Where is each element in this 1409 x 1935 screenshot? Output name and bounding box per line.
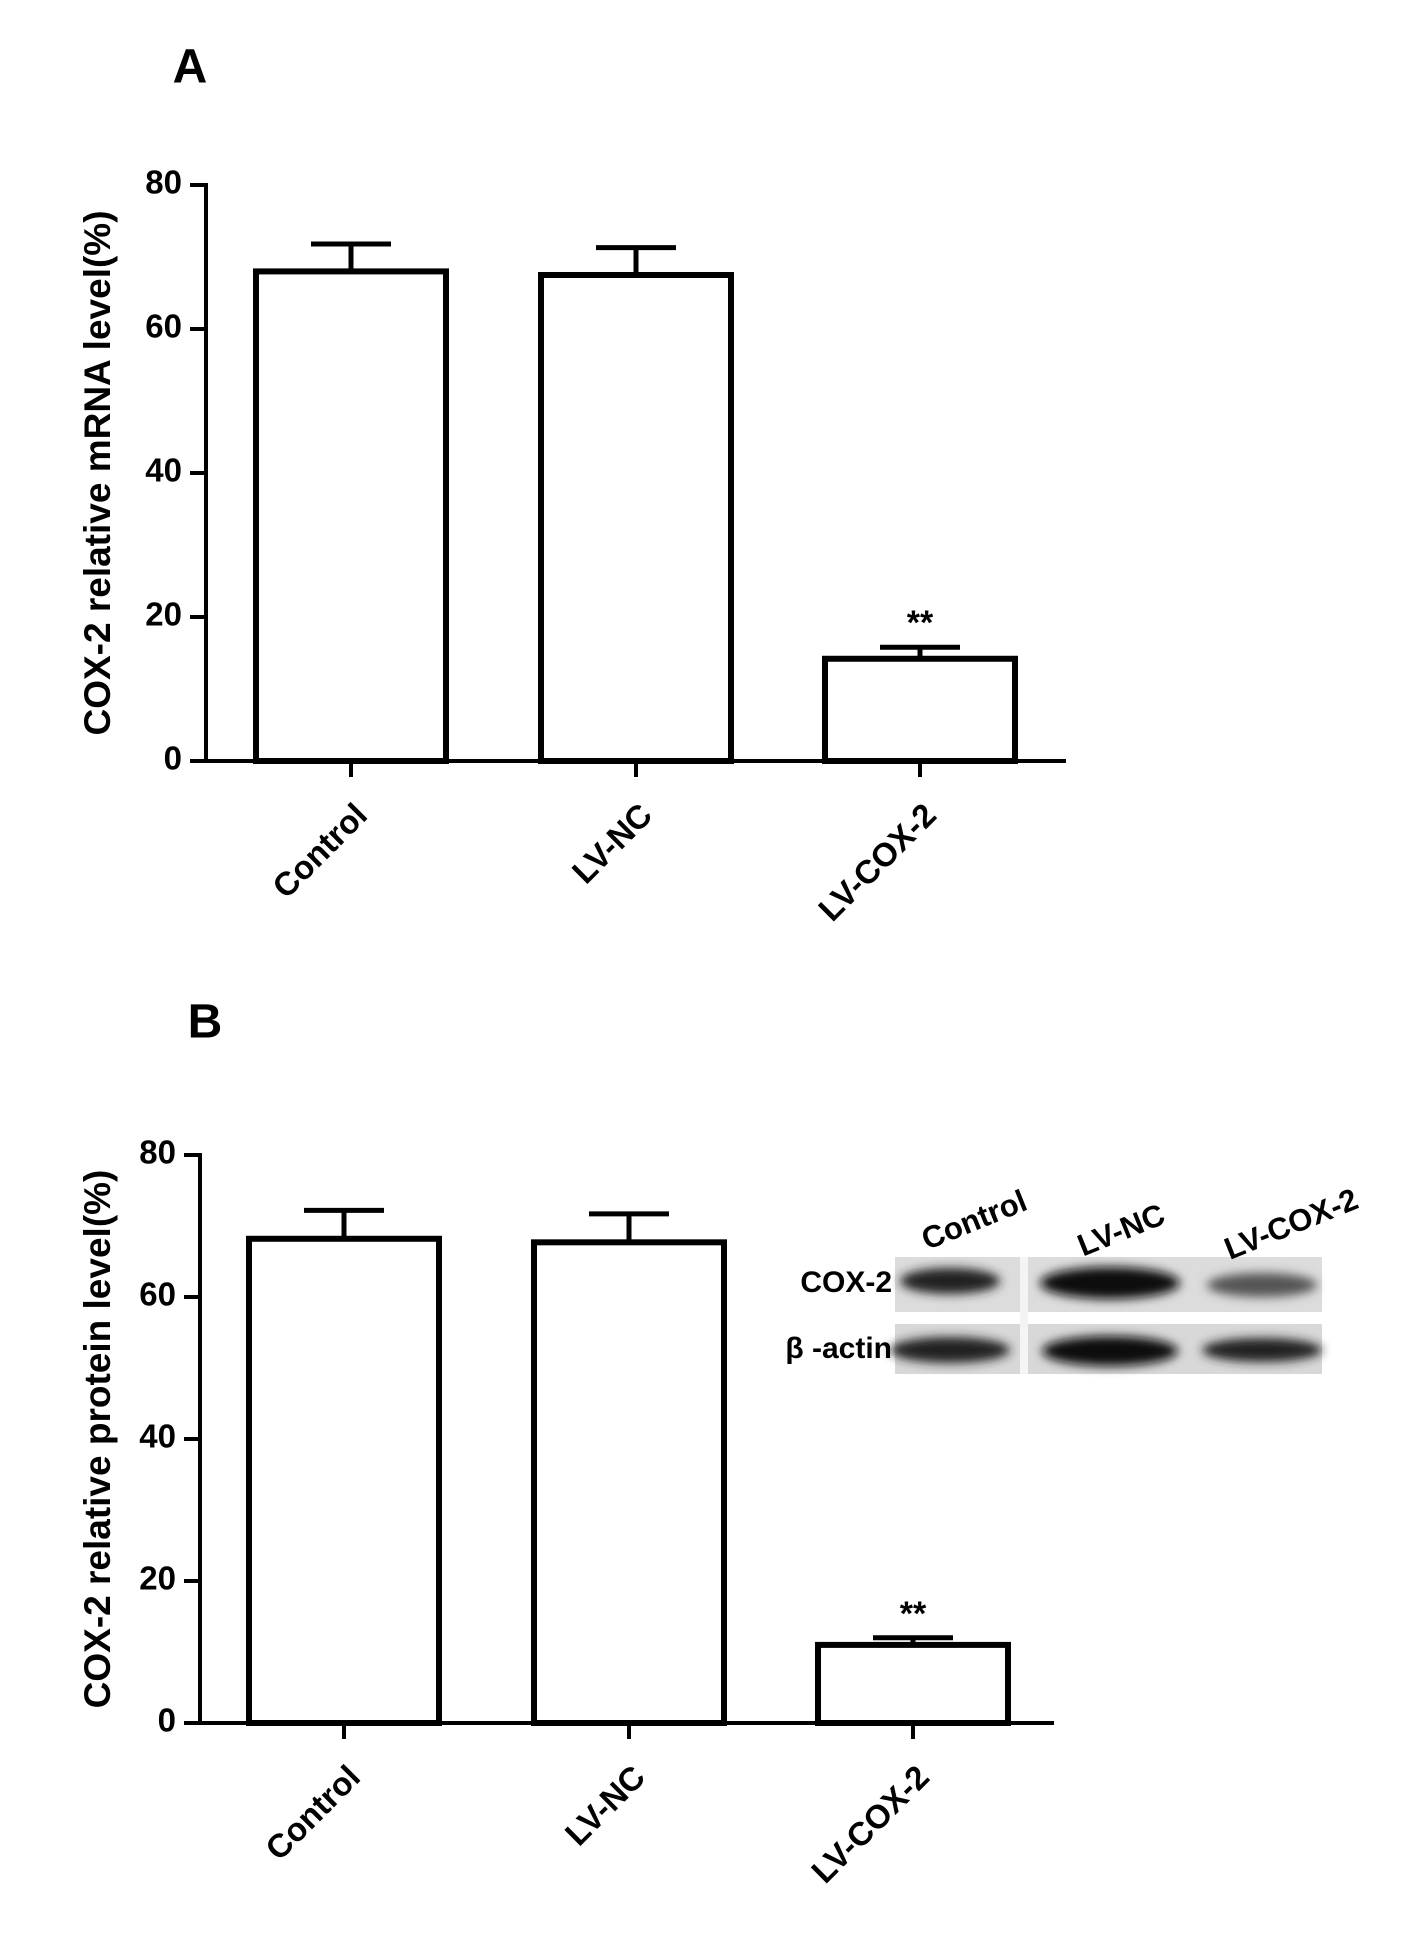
bar (531, 1239, 727, 1726)
row-label: β -actin (785, 1332, 892, 1365)
panel-label: A (173, 41, 208, 94)
bar (538, 272, 734, 764)
y-tick-label: 0 (158, 1702, 176, 1739)
panel-label: B (188, 996, 223, 1049)
x-tick-label: LV-COX-2 (811, 796, 943, 928)
x-tick-label: LV-NC (565, 796, 659, 890)
row-label: COX-2 (800, 1266, 892, 1299)
y-tick-label: 80 (145, 164, 182, 201)
y-tick-label: 0 (164, 740, 182, 777)
significance-label: ** (900, 1595, 927, 1633)
blot-band (1202, 1338, 1322, 1362)
x-tick-label: LV-NC (558, 1758, 652, 1852)
lane-label: LV-COX-2 (1219, 1181, 1363, 1266)
blot-band (1040, 1267, 1180, 1299)
y-tick-label: 80 (139, 1134, 176, 1171)
x-tick-label: Control (265, 796, 374, 905)
western-blot (890, 1257, 1322, 1374)
blot-band (890, 1337, 1010, 1363)
blot-band (1207, 1273, 1317, 1297)
y-axis-label: COX-2 relative protein level(%) (77, 1170, 118, 1709)
y-tick-label: 40 (139, 1418, 176, 1455)
y-tick-label: 20 (145, 596, 182, 633)
blot-band (1042, 1336, 1178, 1366)
significance-label: ** (907, 604, 934, 642)
x-tick-label: Control (258, 1758, 367, 1867)
y-tick-label: 60 (139, 1276, 176, 1313)
bar (246, 1235, 442, 1727)
y-tick-label: 20 (139, 1560, 176, 1597)
y-axis-label: COX-2 relative mRNA level(%) (77, 210, 118, 735)
blot-band (900, 1268, 1000, 1294)
bar (815, 1641, 1011, 1727)
blot-gap (1020, 1257, 1028, 1374)
y-tick-label: 40 (145, 452, 182, 489)
bar (253, 268, 449, 764)
lane-label: LV-NC (1073, 1197, 1170, 1263)
lane-label: Control (916, 1183, 1031, 1257)
bar (822, 655, 1018, 765)
x-tick-label: LV-COX-2 (804, 1758, 936, 1890)
y-tick-label: 60 (145, 308, 182, 345)
